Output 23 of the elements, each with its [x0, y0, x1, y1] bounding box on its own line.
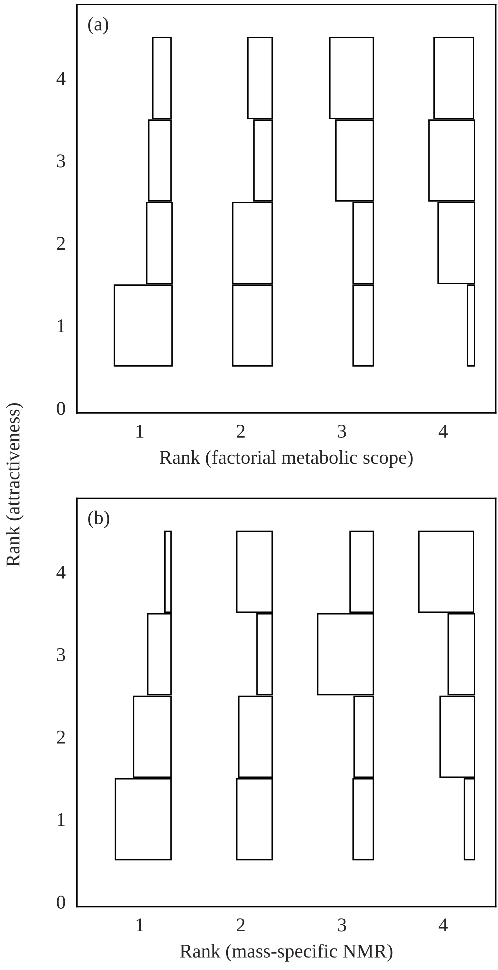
- y-tick-label: 3: [57, 154, 66, 168]
- annotation: (b): [88, 510, 110, 528]
- x-tick-label: 4: [438, 918, 448, 932]
- x-tick-label: 3: [338, 424, 346, 438]
- y-tick-label: 0: [57, 402, 66, 416]
- x-tick-label: 4: [438, 425, 448, 438]
- x-tick-label: 1: [136, 424, 144, 438]
- y-tick-label: 4: [56, 566, 66, 579]
- x-tick-label: 2: [237, 918, 245, 932]
- x-tick-label: 3: [338, 918, 346, 932]
- y-tick-label: 1: [58, 320, 65, 333]
- x-axis-title: Rank (factorial metabolic scope): [160, 450, 413, 468]
- x-tick-label: 2: [237, 424, 245, 438]
- y-tick-label: 4: [56, 72, 66, 86]
- y-tick-label: 3: [57, 648, 66, 662]
- y-tick-label: 0: [57, 896, 66, 909]
- y-tick-label: 1: [58, 813, 65, 826]
- y-axis-title: Rank (attractiveness): [6, 404, 24, 567]
- annotation: (a): [88, 17, 108, 35]
- x-tick-label: 1: [136, 918, 144, 932]
- x-axis-title: Rank (mass-specific NMR): [180, 944, 393, 962]
- y-tick-label: 2: [57, 237, 66, 250]
- y-tick-label: 2: [57, 730, 66, 744]
